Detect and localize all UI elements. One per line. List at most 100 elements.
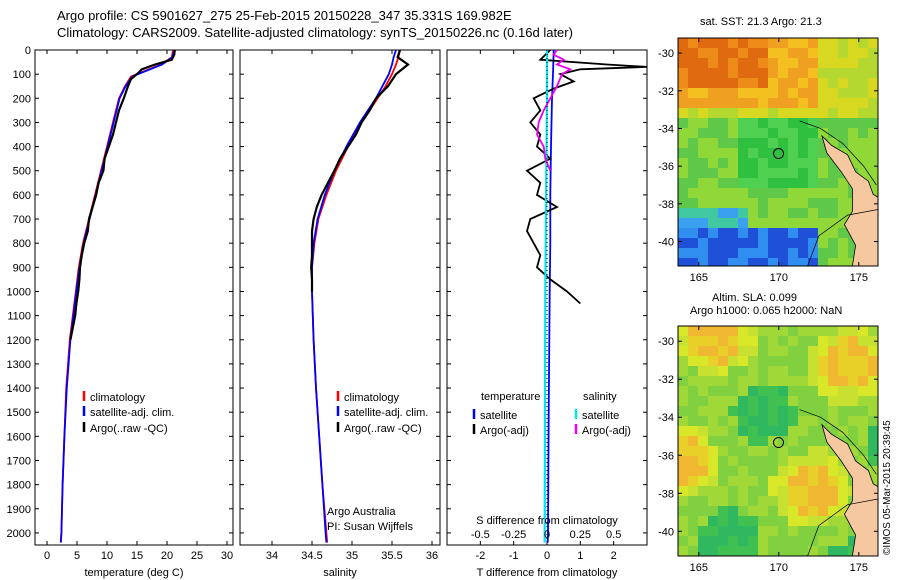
map-cell — [768, 386, 779, 397]
map-cell — [798, 386, 809, 397]
isobath-contour — [807, 209, 878, 266]
x-axis-label: T difference from climatology — [477, 567, 618, 579]
map-cell — [768, 476, 779, 487]
map-cell — [828, 486, 839, 497]
map-cell — [748, 78, 759, 89]
y-tick-label: 400 — [13, 142, 31, 154]
map-cell — [868, 68, 878, 79]
map-cell — [848, 356, 859, 367]
map-cell — [848, 58, 859, 69]
map-cell — [808, 248, 819, 259]
map-cell — [838, 466, 849, 477]
x-tick-label: 1 — [577, 550, 583, 562]
map-cell — [708, 506, 719, 517]
y-tick-label: 700 — [13, 214, 31, 226]
plot-frame — [239, 49, 441, 546]
map-cell — [738, 248, 749, 259]
map-cell — [838, 228, 849, 239]
map-cell — [808, 516, 819, 527]
map-cell — [678, 118, 689, 129]
map-cell — [758, 346, 769, 357]
map-cell — [748, 258, 759, 266]
map-cell — [698, 526, 709, 537]
map-cell — [678, 68, 689, 79]
map-cell — [698, 108, 709, 119]
series-group — [310, 50, 410, 543]
map-cell — [838, 98, 849, 109]
map-cell — [688, 346, 699, 357]
map-cell — [698, 218, 709, 229]
map-cell — [868, 426, 878, 437]
map-cell — [788, 496, 799, 507]
map-cell — [808, 466, 819, 477]
map-cell — [758, 38, 769, 49]
map-cell — [808, 68, 819, 79]
map-cell — [698, 238, 709, 249]
map-frame — [677, 37, 879, 267]
map-cell — [678, 326, 689, 337]
map-cell — [858, 436, 869, 447]
map-cell — [698, 516, 709, 527]
map-cell — [738, 396, 749, 407]
map-cell — [728, 546, 739, 556]
map-cell — [788, 366, 799, 377]
series-group — [59, 50, 176, 543]
map-cell — [748, 238, 759, 249]
map-cell — [828, 426, 839, 437]
legend-label: satellite — [480, 410, 517, 422]
map-cell — [838, 426, 849, 437]
map-cell — [748, 466, 759, 477]
map-cell — [788, 128, 799, 139]
map-cell — [858, 326, 869, 337]
map-cell — [838, 496, 849, 507]
map-cell — [798, 238, 809, 249]
map-cell — [788, 218, 799, 229]
map-cell — [758, 198, 769, 209]
map-cell — [708, 526, 719, 537]
map-cell — [708, 178, 719, 189]
map-cell — [848, 118, 859, 129]
map-cell — [678, 406, 689, 417]
map-cell — [678, 188, 689, 199]
map-cell — [778, 376, 789, 387]
map-cell — [738, 188, 749, 199]
map-cell — [718, 416, 729, 427]
map-cell — [858, 446, 869, 457]
map-cell — [798, 218, 809, 229]
map-cell — [728, 526, 739, 537]
map-cell — [808, 456, 819, 467]
map-cell — [688, 238, 699, 249]
map-cell — [718, 386, 729, 397]
map-cell — [708, 446, 719, 457]
map-cell — [828, 546, 839, 556]
map-cell — [708, 406, 719, 417]
y-tick-label: 1200 — [7, 335, 31, 347]
map-cell — [758, 476, 769, 487]
land-new-zealand — [821, 134, 878, 266]
map-cell — [868, 476, 878, 487]
map-cell — [818, 426, 829, 437]
map-cell — [738, 496, 749, 507]
y-tick-label: 100 — [13, 69, 31, 81]
map-cell — [818, 456, 829, 467]
map-cell — [738, 138, 749, 149]
map-cell — [748, 138, 759, 149]
x-tick-label: 5 — [74, 550, 80, 562]
map-cell — [808, 108, 819, 119]
map-cell — [808, 486, 819, 497]
map-cell — [708, 58, 719, 69]
map-cell — [798, 456, 809, 467]
map-cell — [788, 466, 799, 477]
map-cell — [718, 396, 729, 407]
salinity-tick-label: 0.5 — [606, 529, 621, 541]
map-cell — [818, 346, 829, 357]
map-cell — [778, 58, 789, 69]
map-cell — [698, 506, 709, 517]
map-cell — [788, 178, 799, 189]
map-cell — [778, 486, 789, 497]
map-cell — [868, 386, 878, 397]
map-cell — [698, 178, 709, 189]
x-tick-label: -1 — [509, 550, 519, 562]
map-cell — [808, 326, 819, 337]
map-cell — [758, 376, 769, 387]
